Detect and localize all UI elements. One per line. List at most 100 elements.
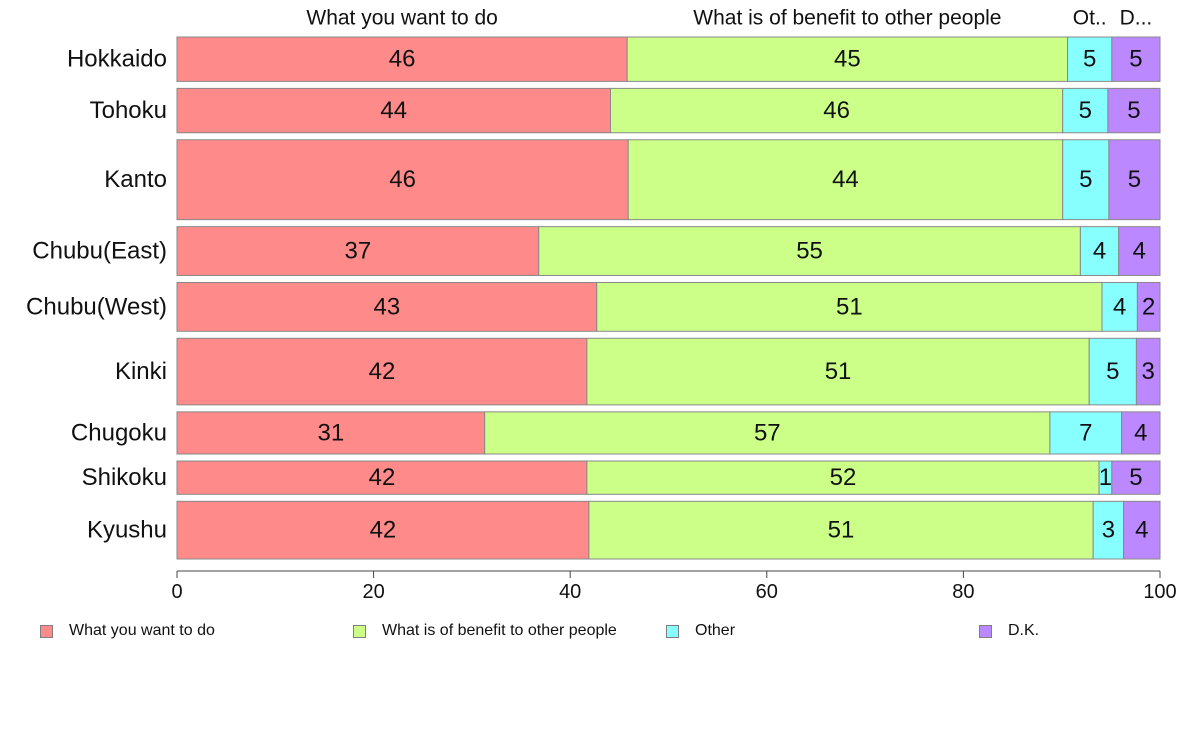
bar-segment-1-9	[176, 500, 590, 560]
category-label-2: Tohoku	[90, 97, 167, 124]
category-label-4: Chubu(East)	[32, 238, 167, 265]
bar-segment-3-5	[1101, 281, 1138, 332]
bar-segment-4-2	[1107, 87, 1161, 134]
bar-value-label-3-7: 7	[1079, 419, 1092, 446]
bar-segment-1-6	[176, 337, 588, 406]
legend-swatch-benefit	[353, 624, 366, 638]
bar-value-label-1-9: 42	[370, 517, 397, 544]
bar-value-label-1-3: 46	[389, 166, 416, 193]
top-column-label-2: What is of benefit to other people	[693, 7, 1001, 30]
bar-value-label-4-1: 5	[1129, 46, 1142, 73]
bar-segment-2-7	[484, 411, 1051, 455]
bar-segment-1-2	[176, 87, 612, 134]
legend-swatch-want	[40, 624, 53, 638]
legend-item-want: What you want to do	[40, 622, 215, 640]
bar-segment-4-7	[1121, 411, 1161, 455]
legend-item-dk: D.K.	[979, 622, 1039, 640]
bar-value-label-3-8: 1	[1099, 464, 1112, 491]
legend-swatch-dk	[979, 624, 992, 638]
bar-segment-4-1	[1111, 36, 1161, 82]
bar-segment-1-8	[176, 460, 588, 495]
legend-label-want: What you want to do	[69, 622, 215, 639]
bar-value-label-2-3: 44	[832, 166, 859, 193]
bar-segment-1-7	[176, 411, 486, 455]
bar-value-label-2-6: 51	[825, 358, 852, 385]
bar-value-label-1-7: 31	[317, 419, 344, 446]
bar-value-label-3-1: 5	[1083, 46, 1096, 73]
bar-value-label-4-3: 5	[1128, 166, 1141, 193]
bar-value-label-3-5: 4	[1113, 293, 1126, 320]
bar-segment-2-8	[586, 460, 1100, 495]
bar-value-label-4-6: 3	[1142, 358, 1155, 385]
bar-segment-2-6	[586, 337, 1090, 406]
bar-value-label-3-2: 5	[1079, 97, 1092, 124]
bar-value-label-4-9: 4	[1135, 517, 1148, 544]
bar-value-label-1-2: 44	[380, 97, 407, 124]
bar-value-label-2-4: 55	[796, 238, 823, 265]
bar-segment-4-4	[1118, 226, 1161, 276]
legend-swatch-other	[666, 624, 679, 638]
bar-value-label-4-7: 4	[1134, 419, 1147, 446]
bar-value-label-3-4: 4	[1093, 238, 1106, 265]
legend: What you want to do What is of benefit t…	[0, 622, 1188, 646]
bar-value-label-2-5: 51	[836, 293, 863, 320]
legend-label-dk: D.K.	[1008, 622, 1040, 639]
x-tick-label-4: 60	[756, 581, 778, 603]
bar-value-label-1-6: 42	[369, 358, 396, 385]
category-label-6: Kinki	[115, 358, 167, 385]
bar-segment-4-5	[1136, 281, 1161, 332]
bar-segment-1-3	[176, 139, 629, 221]
bar-segment-4-8	[1111, 460, 1161, 495]
legend-label-benefit: What is of benefit to other people	[382, 622, 617, 639]
bar-value-label-2-9: 51	[828, 517, 855, 544]
bar-segment-3-3	[1062, 139, 1110, 221]
top-column-label-4: D...	[1120, 7, 1153, 30]
bar-value-label-1-5: 43	[374, 293, 401, 320]
bar-value-label-3-3: 5	[1079, 166, 1092, 193]
bar-segment-2-1	[626, 36, 1069, 82]
bar-segment-1-4	[176, 226, 540, 276]
bar-value-label-2-1: 45	[834, 46, 861, 73]
bar-value-label-2-8: 52	[830, 464, 857, 491]
bar-segment-3-7	[1049, 411, 1123, 455]
top-column-label-1: What you want to do	[306, 7, 497, 30]
x-tick-label-2: 20	[362, 581, 384, 603]
legend-item-other: Other	[666, 622, 735, 640]
bar-segment-1-1	[176, 36, 628, 82]
bar-value-label-1-1: 46	[389, 46, 416, 73]
bar-segment-3-2	[1062, 87, 1109, 134]
bar-segment-4-3	[1108, 139, 1161, 221]
x-tick-label-5: 80	[952, 581, 974, 603]
bar-value-label-4-8: 5	[1129, 464, 1142, 491]
bar-segment-4-6	[1135, 337, 1161, 406]
bar-segment-2-5	[596, 281, 1103, 332]
category-label-9: Kyushu	[87, 517, 167, 544]
category-label-3: Kanto	[104, 166, 167, 193]
bar-value-label-4-4: 4	[1133, 238, 1146, 265]
top-column-label-3: Ot..	[1073, 7, 1107, 30]
category-label-8: Shikoku	[82, 464, 167, 491]
category-label-1: Hokkaido	[67, 46, 167, 73]
x-tick-label-6: 100	[1143, 581, 1176, 603]
bar-segment-2-9	[588, 500, 1094, 560]
bar-segment-3-9	[1092, 500, 1125, 560]
bar-value-label-2-2: 46	[823, 97, 850, 124]
bar-segment-1-5	[176, 281, 598, 332]
bar-value-label-3-6: 5	[1106, 358, 1119, 385]
bar-value-label-2-7: 57	[754, 419, 781, 446]
bar-segment-2-2	[610, 87, 1064, 134]
bar-value-label-3-9: 3	[1102, 517, 1115, 544]
bar-segment-4-9	[1123, 500, 1161, 560]
bar-value-label-4-2: 5	[1127, 97, 1140, 124]
category-label-5: Chubu(West)	[26, 293, 167, 320]
bar-value-label-4-5: 2	[1142, 293, 1155, 320]
bar-segment-3-4	[1079, 226, 1120, 276]
category-label-7: Chugoku	[71, 419, 167, 446]
x-tick-label-3: 40	[559, 581, 581, 603]
bar-segment-2-4	[538, 226, 1081, 276]
bar-value-label-1-8: 42	[369, 464, 396, 491]
legend-item-benefit: What is of benefit to other people	[353, 622, 617, 640]
bar-value-label-1-4: 37	[345, 238, 372, 265]
x-tick-label-1: 0	[171, 581, 182, 603]
